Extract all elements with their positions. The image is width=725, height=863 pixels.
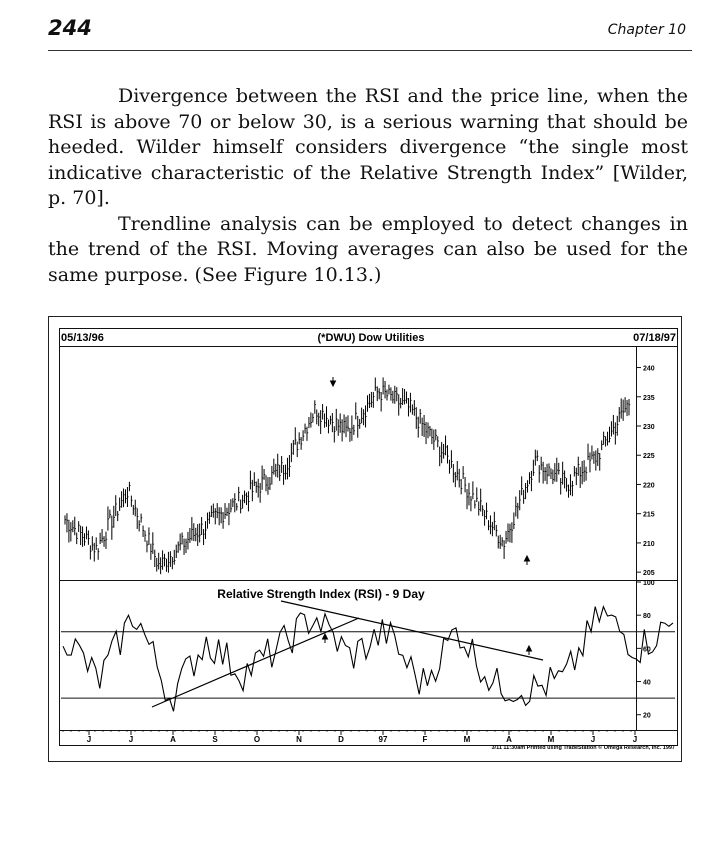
paragraph: Trendline analysis can be employed to de… [48,212,688,286]
month-label: N [296,735,302,744]
price-buy-arrow [523,554,531,565]
rsi-sell-arrow [321,632,329,643]
price-tick-label: 230 [643,424,655,431]
price-axis: 240 235 230 225 220 215 210 205 [636,366,655,577]
rsi-tick-label: 80 [643,613,651,620]
trendlines [151,600,544,708]
month-label: A [170,735,176,744]
month-label: J [129,735,133,744]
rsi-falling-trendline [280,600,544,661]
price-tick-label: 210 [643,541,655,548]
price-tick-label: 220 [643,482,655,489]
rsi-rising-trendline [151,617,360,708]
month-label: 97 [379,735,388,744]
rsi-tick-label: 100 [643,580,655,587]
price-tick-label: 205 [643,570,655,577]
start-date-label: 05/13/96 [61,332,104,344]
paragraph: Divergence between the RSI and the price… [48,85,688,209]
month-label: A [506,735,512,744]
rsi-tick-label: 20 [643,713,651,720]
price-tick-label: 240 [643,366,655,373]
chapter-label: Chapter 10 [607,22,686,38]
month-label: J [591,735,595,744]
figure-frame: 05/13/96 (*DWU) Dow Utilities 07/18/97 R… [48,316,682,762]
credit-line: 3/11 11:30am Printed using TradeStation … [492,744,676,751]
rsi-axis: 100 80 60 40 20 [636,580,655,720]
month-label: J [87,735,91,744]
rsi-buy-arrow [525,644,533,655]
chart-frame [59,328,678,746]
month-label: M [548,735,555,744]
month-label: M [464,735,471,744]
end-date-label: 07/18/97 [633,332,676,344]
rsi-chart-title: Relative Strength Index (RSI) - 9 Day [217,587,425,601]
rsi-reference-lines [61,631,675,699]
body-text: Divergence between the RSI and the price… [48,84,688,288]
price-tick-label: 235 [643,395,655,402]
page-header: 244 Chapter 10 [48,16,692,50]
time-axis: J J A S O N D 97 F M A M J J [62,730,637,744]
price-bars [64,377,631,575]
price-chart-title: (*DWU) Dow Utilities [318,332,425,344]
month-label: J [633,735,637,744]
price-tick-label: 225 [643,453,655,460]
month-label: S [212,735,218,744]
rsi-tick-label: 40 [643,680,651,687]
rsi-line-path [62,605,674,712]
month-label: D [338,735,344,744]
rsi-line [62,605,674,712]
price-sell-arrow [329,377,337,388]
header-rule [48,50,692,51]
rsi-tick-label: 60 [643,646,651,653]
page-number: 244 [48,16,92,40]
dwu-rsi-chart: 05/13/96 (*DWU) Dow Utilities 07/18/97 R… [59,328,678,751]
month-label: O [254,735,260,744]
price-tick-label: 215 [643,512,655,519]
month-label: F [423,735,428,744]
figure-caption [48,778,688,801]
signal-arrows [321,377,533,655]
